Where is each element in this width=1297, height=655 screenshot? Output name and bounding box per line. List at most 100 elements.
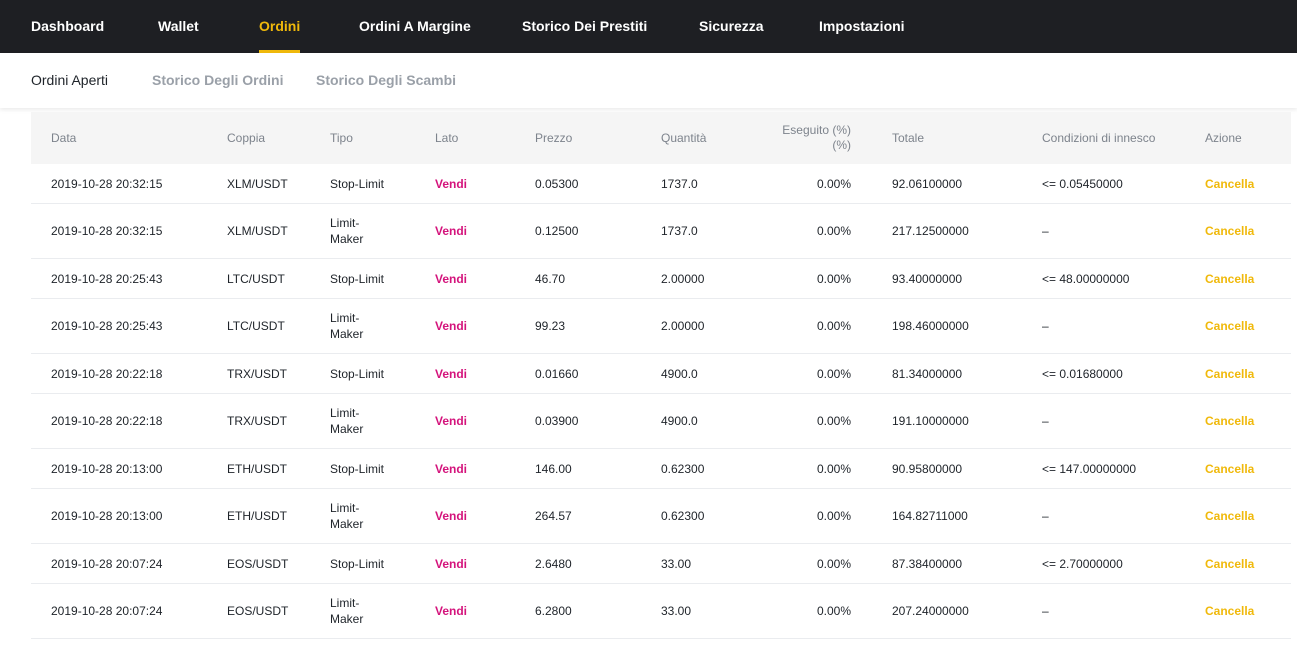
table-row: 2019-10-28 20:22:18 TRX/USDT Limit- Maker Ve… [31,394,1291,449]
cell-prezzo: 2.6480 [535,556,572,571]
cell-tipo: Stop-Limit [330,461,385,476]
cell-lato: Vendi [435,414,468,428]
cell-coppia: TRX/USDT [227,414,287,428]
cell-quantita: 4900.0 [661,414,698,428]
cell-tipo: Limit- Maker [330,596,364,626]
cancel-button[interactable]: Cancella [1205,176,1255,191]
cell-quantita: 0.62300 [661,509,705,523]
cancel-button[interactable]: Cancella [1205,461,1255,476]
cell-prezzo: 0.12500 [535,224,579,238]
cell-lato: Vendi [435,461,468,476]
nav-ordini-a-margine[interactable]: Ordini A Margine [359,18,471,34]
cell-prezzo: 0.03900 [535,414,579,428]
cell-eseguito: 0.00% [816,176,851,191]
cell-eseguito: 0.00% [816,271,851,286]
cell-condizioni: <= 0.01680000 [1042,366,1123,381]
cell-prezzo: 264.57 [535,509,572,523]
cell-quantita: 1737.0 [661,176,698,191]
cell-quantita: 2.00000 [661,319,705,333]
cell-data: 2019-10-28 20:32:15 [51,224,163,238]
cell-tipo: Limit- Maker [330,406,364,436]
cell-prezzo: 0.05300 [535,176,579,191]
cell-tipo: Limit- Maker [330,216,364,246]
header-eseguito: Eseguito (%) (%) [771,123,851,153]
cell-eseguito: 0.00% [816,461,851,476]
cancel-button[interactable]: Cancella [1205,414,1255,428]
cell-condizioni: – [1042,509,1049,523]
cell-data: 2019-10-28 20:25:43 [51,271,163,286]
cell-eseguito: 0.00% [816,224,851,238]
table-body: 2019-10-28 20:32:15 XLM/USDT Stop-Limit Ven… [31,164,1291,639]
cell-totale: 217.12500000 [892,224,969,238]
cancel-button[interactable]: Cancella [1205,224,1255,238]
cell-condizioni: <= 48.00000000 [1042,271,1130,286]
cell-eseguito: 0.00% [816,604,851,618]
header-prezzo: Prezzo [535,131,573,145]
cell-totale: 81.34000000 [892,366,963,381]
header-tipo: Tipo [330,131,353,145]
cancel-button[interactable]: Cancella [1205,604,1255,618]
cell-condizioni: – [1042,224,1049,238]
cell-lato: Vendi [435,556,468,571]
cell-tipo: Limit- Maker [330,501,364,531]
cell-totale: 207.24000000 [892,604,969,618]
cell-prezzo: 99.23 [535,319,566,333]
cell-quantita: 1737.0 [661,224,698,238]
tab-storico-degli-scambi[interactable]: Storico Degli Scambi [316,72,457,88]
tab-ordini-aperti[interactable]: Ordini Aperti [31,72,109,88]
cancel-button[interactable]: Cancella [1205,366,1255,381]
cell-data: 2019-10-28 20:32:15 [51,176,163,191]
cell-condizioni: <= 147.00000000 [1042,461,1137,476]
nav-storico-dei-prestiti[interactable]: Storico Dei Prestiti [522,18,648,34]
cell-totale: 90.95800000 [892,461,963,476]
cell-coppia: TRX/USDT [227,366,287,381]
cell-lato: Vendi [435,604,468,618]
cell-data: 2019-10-28 20:22:18 [51,414,163,428]
cancel-button[interactable]: Cancella [1205,556,1255,571]
cell-condizioni: – [1042,414,1049,428]
cell-coppia: EOS/USDT [227,556,289,571]
cell-condizioni: – [1042,319,1049,333]
table-row: 2019-10-28 20:22:18 TRX/USDT Stop-Limit Ven… [31,354,1291,394]
cancel-button[interactable]: Cancella [1205,271,1255,286]
header-lato: Lato [435,131,459,145]
cell-eseguito: 0.00% [816,366,851,381]
cell-lato: Vendi [435,176,468,191]
header-totale: Totale [892,131,925,145]
cell-data: 2019-10-28 20:07:24 [51,556,163,571]
orders-subnav: Ordini Aperti Storico Degli Ordini Stori… [0,53,1297,108]
nav-wallet[interactable]: Wallet [158,18,199,34]
cell-totale: 198.46000000 [892,319,969,333]
nav-ordini[interactable]: Ordini [259,0,301,53]
cell-totale: 164.82711000 [892,509,968,523]
cell-tipo: Stop-Limit [330,271,385,286]
cell-quantita: 0.62300 [661,461,705,476]
cell-totale: 92.06100000 [892,176,963,191]
table-row: 2019-10-28 20:07:24 EOS/USDT Limit- Maker Ve… [31,584,1291,639]
header-eseguito-line2: (%) [832,138,851,152]
cancel-button[interactable]: Cancella [1205,509,1255,523]
cell-data: 2019-10-28 20:22:18 [51,366,163,381]
open-orders-table: Data Coppia Tipo Lato Prezzo Quantità Es… [31,112,1291,639]
tab-storico-degli-ordini[interactable]: Storico Degli Ordini [152,72,284,88]
cell-eseguito: 0.00% [816,414,851,428]
cell-lato: Vendi [435,366,468,381]
cell-condizioni: <= 2.70000000 [1042,556,1123,571]
header-azione: Azione [1205,131,1242,145]
cell-totale: 87.38400000 [892,556,963,571]
table-row: 2019-10-28 20:25:43 LTC/USDT Stop-Limit Ven… [31,259,1291,299]
nav-sicurezza[interactable]: Sicurezza [699,18,764,34]
header-coppia: Coppia [227,131,266,145]
cell-prezzo: 46.70 [535,271,566,286]
cell-quantita: 4900.0 [661,366,698,381]
table-row: 2019-10-28 20:32:15 XLM/USDT Limit- Maker Ve… [31,204,1291,259]
cell-data: 2019-10-28 20:07:24 [51,604,163,618]
cell-tipo: Stop-Limit [330,366,385,381]
header-data: Data [51,131,77,145]
cancel-button[interactable]: Cancella [1205,319,1255,333]
cell-quantita: 2.00000 [661,271,705,286]
nav-impostazioni[interactable]: Impostazioni [819,18,905,34]
nav-dashboard[interactable]: Dashboard [31,18,105,34]
cell-lato: Vendi [435,271,468,286]
cell-data: 2019-10-28 20:13:00 [51,461,163,476]
